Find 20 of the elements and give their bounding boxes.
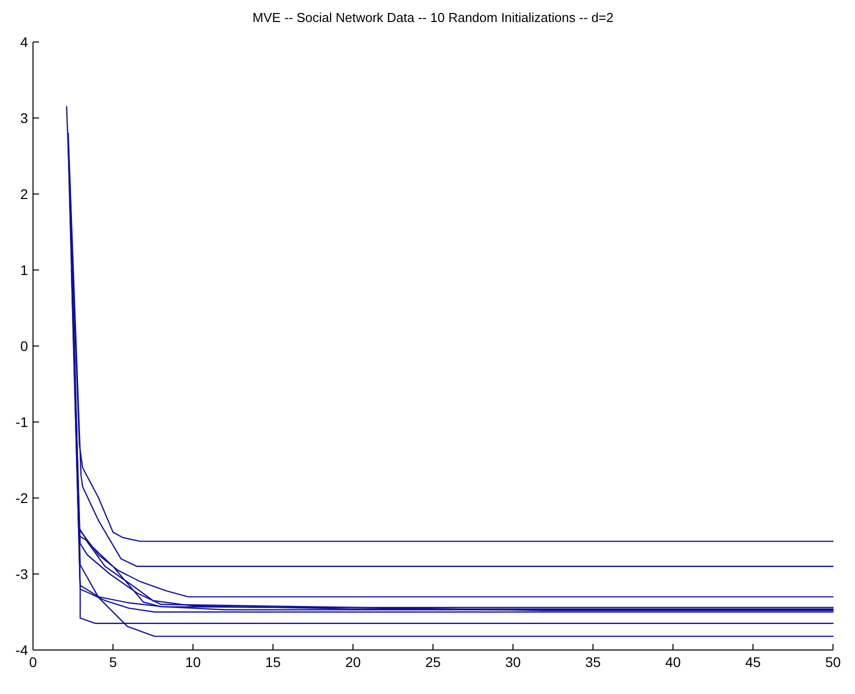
x-tick-label: 40 [665, 654, 681, 670]
x-tick-label: 20 [345, 654, 361, 670]
y-tick-label: -1 [16, 414, 28, 430]
y-tick-label: -4 [16, 642, 28, 658]
y-tick-label: 1 [20, 262, 28, 278]
y-tick-label: -2 [16, 490, 28, 506]
x-tick-label: 25 [425, 654, 441, 670]
x-tick-label: 10 [185, 654, 201, 670]
x-tick-label: 45 [745, 654, 761, 670]
x-tick-label: 5 [109, 654, 118, 670]
x-tick-label: 35 [585, 654, 601, 670]
y-tick-label: 3 [20, 110, 28, 126]
chart-title: MVE -- Social Network Data -- 10 Random Initializations -- d=2 [252, 10, 614, 25]
y-tick-label: 0 [20, 338, 28, 354]
y-tick-label: 2 [20, 186, 28, 202]
y-tick-label: 4 [20, 34, 28, 50]
x-tick-label: 50 [825, 654, 841, 670]
x-tick-label: 30 [505, 654, 521, 670]
y-tick-label: -3 [16, 566, 28, 582]
x-tick-label: 15 [265, 654, 281, 670]
